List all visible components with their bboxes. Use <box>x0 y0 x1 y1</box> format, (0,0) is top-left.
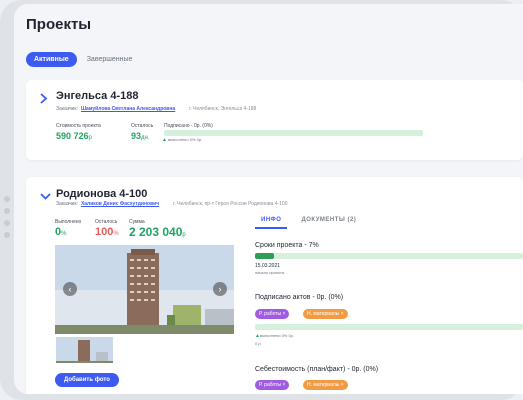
chevron-right-icon[interactable] <box>39 93 48 107</box>
device-side-buttons <box>4 196 10 244</box>
chip-works[interactable]: Р. работы × <box>255 309 290 319</box>
chip-materials-2[interactable]: Н. материалы × <box>303 380 348 390</box>
photo-thumbnail[interactable] <box>55 336 114 364</box>
tab-documents[interactable]: ДОКУМЕНТЫ (2) <box>301 217 357 223</box>
left-label: Осталось <box>95 219 118 225</box>
tab-finished[interactable]: Завершенные <box>86 56 133 63</box>
customer-link[interactable]: Халиков Денис Фасхутдинович <box>80 201 160 207</box>
deadline-date: 15.03.2021 <box>255 263 281 269</box>
thumbnail-image <box>56 337 113 363</box>
sum-value: 2 203 040р <box>129 225 186 239</box>
project-customer: Заказчик: Халиков Денис Фасхутдинович г. Ч… <box>56 201 287 207</box>
project-tabs: Активные Завершенные <box>26 52 132 67</box>
project-customer: Заказчик: Шамуйлова Светлана Александровн… <box>56 106 256 112</box>
add-photo-button[interactable]: Добавить фото <box>55 373 119 387</box>
done-label: Выполнено <box>55 219 82 225</box>
customer-label: Заказчик: <box>56 106 78 112</box>
project-title[interactable]: Энгельса 4-188 <box>56 90 139 102</box>
project-title[interactable]: Родионова 4-100 <box>56 188 148 200</box>
done-value: 0% <box>55 226 67 238</box>
project-photo[interactable]: ‹ › <box>55 245 234 334</box>
acts-title: Подписано актов - 0р. (0%) <box>255 294 344 301</box>
customer-label: Заказчик: <box>56 201 78 207</box>
project-card-expanded[interactable]: Родионова 4-100 Заказчик: Халиков Денис Ф… <box>26 177 523 394</box>
chip-materials[interactable]: Н. материалы × <box>303 309 348 319</box>
deadline-progress-fill <box>255 253 274 259</box>
sum-label: Сумма <box>129 219 145 225</box>
info-tabs: ИНФО ДОКУМЕНТЫ (2) <box>255 217 356 229</box>
deadline-title: Сроки проекта - 7% <box>255 242 319 249</box>
cost-value: 590 726р <box>56 131 92 141</box>
page-title: Проекты <box>26 16 92 33</box>
cost-title: Себестоимость (план/факт) - 0р. (0%) <box>255 366 379 373</box>
left-value: 100% <box>95 226 119 238</box>
tab-active[interactable]: Активные <box>26 52 77 67</box>
customer-link[interactable]: Шамуйлова Светлана Александровна <box>80 106 176 112</box>
project-address: г. Челябинск, Энгельса 4-188 <box>189 106 257 112</box>
arrow-right-icon[interactable]: › <box>213 282 227 296</box>
deadline-caption: начало проекта <box>255 270 285 275</box>
deadline-progress-bar <box>255 253 523 259</box>
acts-progress-bar <box>255 324 523 330</box>
chip-works-2[interactable]: Р. работы × <box>255 380 290 390</box>
chevron-down-icon[interactable] <box>40 191 51 203</box>
tab-info[interactable]: ИНФО <box>255 217 288 229</box>
signed-progress-bar <box>164 130 423 136</box>
acts-done-note: ▲выполнено 0% 0р. <box>255 333 295 339</box>
remaining-label: Осталось <box>131 123 154 129</box>
arrow-left-icon[interactable]: ‹ <box>63 282 77 296</box>
remaining-value: 93дн. <box>131 131 150 141</box>
project-card[interactable]: Энгельса 4-188 Заказчик: Шамуйлова Светла… <box>26 80 523 160</box>
acts-value: 0 р. <box>255 341 262 346</box>
building-photo-image <box>55 245 234 334</box>
cost-label: Стоимость проекта <box>56 123 101 129</box>
signed-label: Подписано - 0р. (0%) <box>164 123 213 129</box>
done-note: ▲ выполнено 0% 0р. <box>162 137 203 143</box>
project-address: г. Челябинск, пр-т Героя России Родионов… <box>173 201 288 207</box>
app-screen: Проекты Активные Завершенные Энгельса 4-… <box>14 4 523 394</box>
